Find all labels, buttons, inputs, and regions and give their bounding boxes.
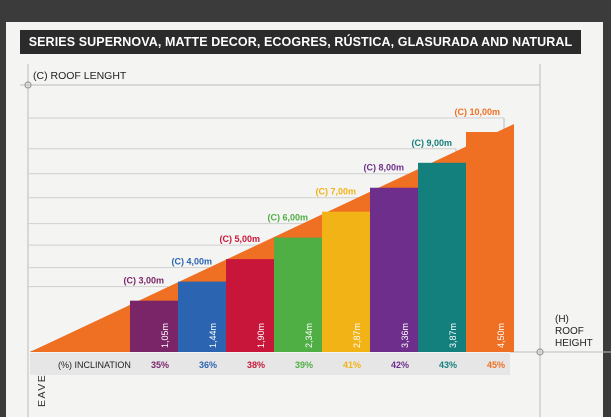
inclination-label: (%) INCLINATION bbox=[58, 360, 131, 370]
height-bar bbox=[178, 281, 226, 352]
length-label: (C) 3,00m bbox=[123, 276, 164, 286]
roof-height-label-roof: ROOF bbox=[555, 326, 584, 337]
height-bar bbox=[130, 300, 178, 352]
height-value: 4,50m bbox=[496, 323, 506, 348]
height-bar bbox=[466, 132, 514, 352]
height-bar bbox=[418, 162, 466, 352]
diagram-title: SERIES SUPERNOVA, MATTE DECOR, ECOGRES, … bbox=[20, 30, 581, 54]
height-value: 1,44m bbox=[208, 323, 218, 348]
length-label: (C) 8,00m bbox=[363, 163, 404, 173]
inclination-value: 43% bbox=[439, 360, 457, 370]
inclination-value: 39% bbox=[295, 360, 313, 370]
height-bar bbox=[322, 211, 370, 352]
roof-length-label: (C) ROOF LENGHT bbox=[33, 70, 127, 82]
roof-height-label-h: (H) bbox=[555, 314, 569, 325]
height-bar bbox=[370, 187, 418, 352]
grid-lines bbox=[28, 117, 505, 301]
height-value: 1,05m bbox=[160, 323, 170, 348]
length-label: (C) 7,00m bbox=[315, 187, 356, 197]
height-value: 1,90m bbox=[256, 323, 266, 348]
inclination-value: 38% bbox=[247, 360, 265, 370]
length-label: (C) 4,00m bbox=[171, 257, 212, 267]
height-value: 2,34m bbox=[304, 323, 314, 348]
roof-height-label-height: HEIGHT bbox=[555, 338, 593, 349]
eave-label: EAVE bbox=[36, 374, 48, 407]
height-value: 2,87m bbox=[352, 323, 362, 348]
height-bar bbox=[226, 259, 274, 352]
inclination-strip bbox=[30, 353, 510, 375]
length-label: (C) 9,00m bbox=[411, 138, 452, 148]
length-label: (C) 6,00m bbox=[267, 213, 308, 223]
frame-lines bbox=[20, 64, 611, 417]
inclination-value: 41% bbox=[343, 360, 361, 370]
length-label: (C) 5,00m bbox=[219, 234, 260, 244]
inclination-value: 42% bbox=[391, 360, 409, 370]
inclination-value: 36% bbox=[199, 360, 217, 370]
height-bar bbox=[274, 237, 322, 352]
roof-height-marker bbox=[536, 348, 544, 356]
roof-length-marker bbox=[24, 81, 32, 89]
length-labels: (C) 3,00m (C) 4,00m (C) 5,00m (C) 6,00m (C) … bbox=[123, 107, 500, 286]
height-bars: 1,05m 1,44m 1,90m 2,34m 2,87m 3,36m 3,87m 4,50m bbox=[130, 132, 514, 352]
length-label: (C) 10,00m bbox=[454, 107, 500, 117]
inclination-labels: 35% 36% 38% 39% 41% 42% 43% 45% bbox=[151, 360, 505, 370]
height-value: 3,87m bbox=[448, 323, 458, 348]
inclination-value: 35% bbox=[151, 360, 169, 370]
inclination-value: 45% bbox=[487, 360, 505, 370]
height-value: 3,36m bbox=[400, 323, 410, 348]
